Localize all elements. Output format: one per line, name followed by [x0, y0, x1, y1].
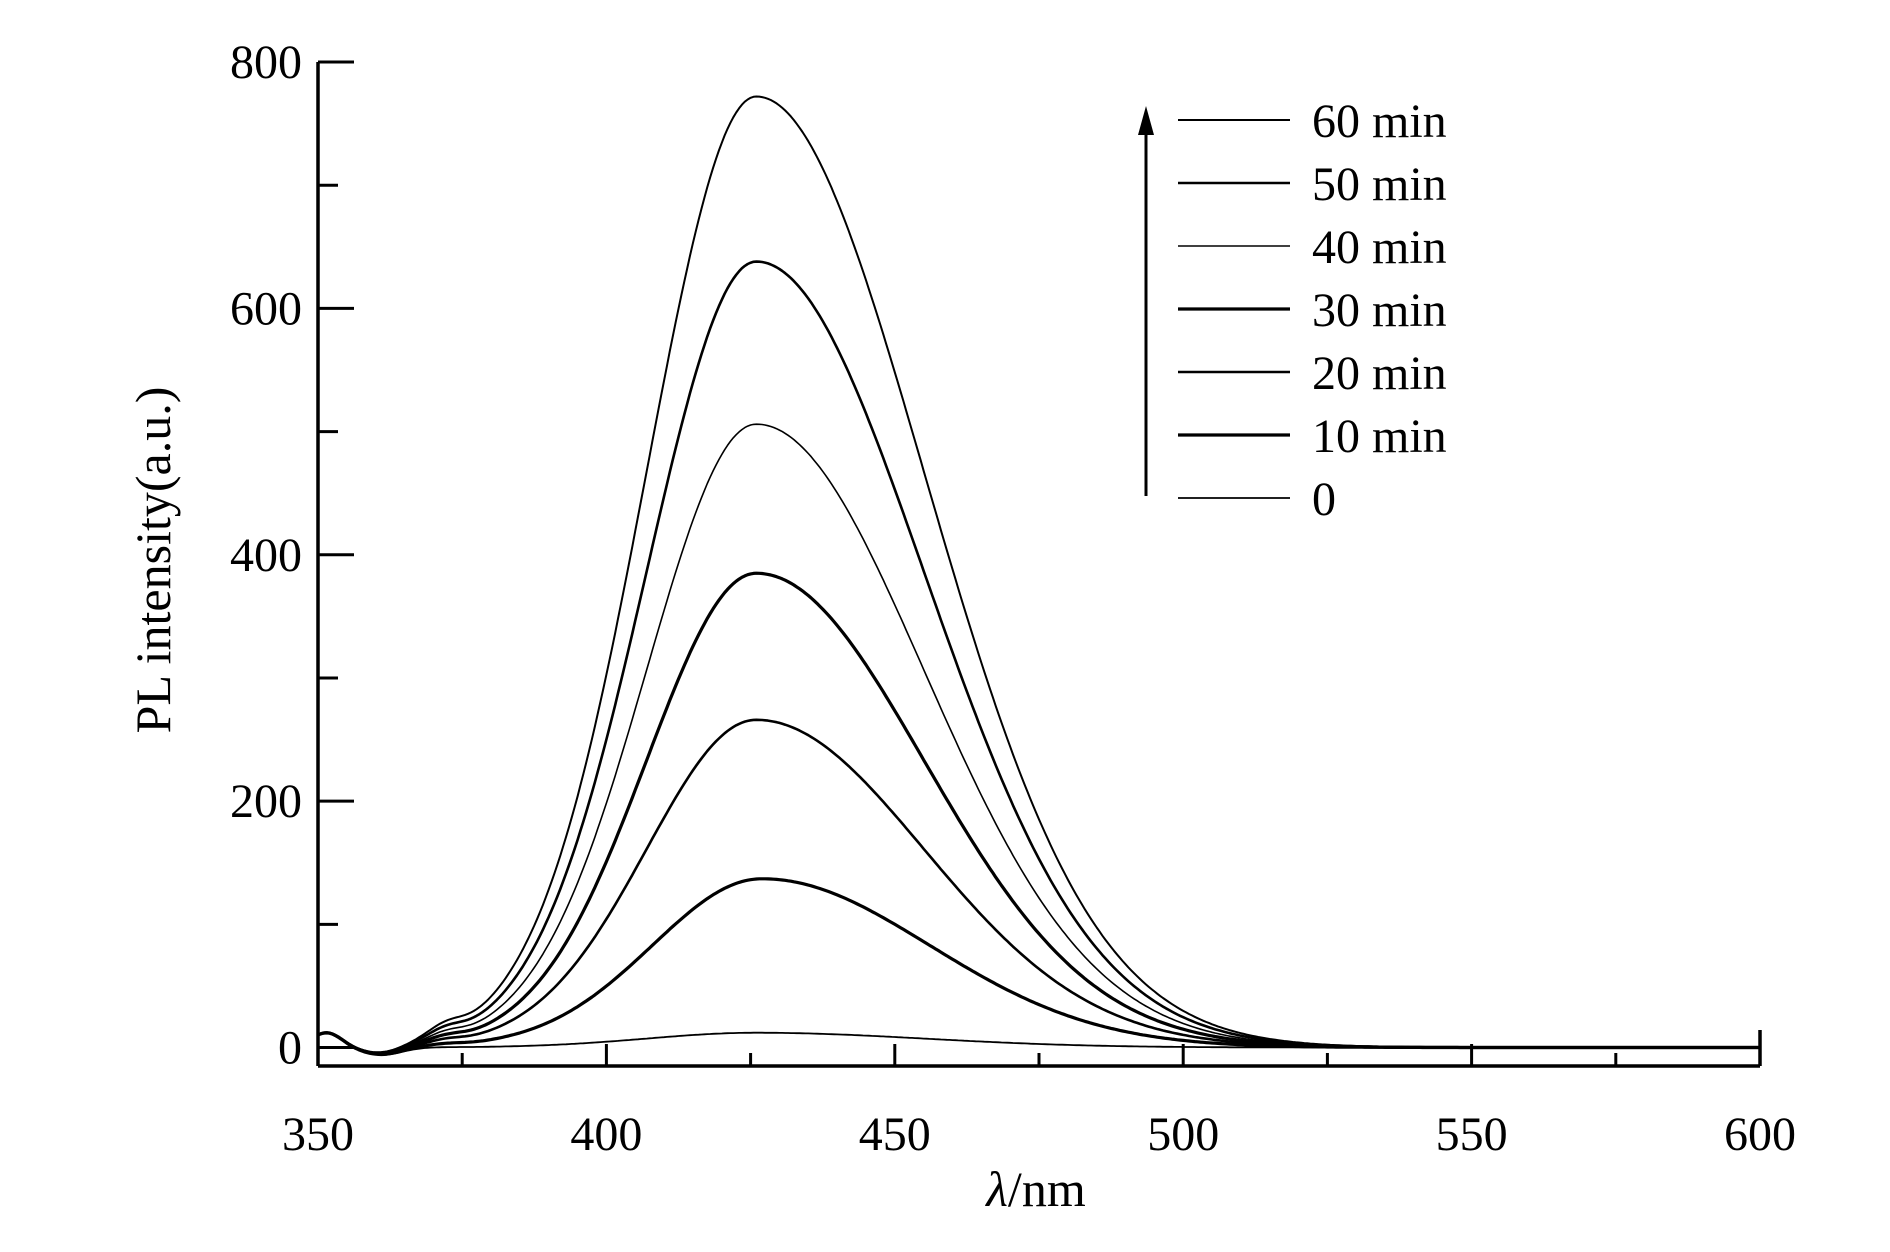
- x-tick-label: 350: [282, 1108, 354, 1161]
- x-tick-label: 450: [859, 1108, 931, 1161]
- legend-label: 40 min: [1312, 221, 1447, 274]
- x-tick-label: 500: [1147, 1108, 1219, 1161]
- x-axis-label-unit: /nm: [1008, 1161, 1086, 1217]
- x-axis-label-symbol: λ: [984, 1161, 1008, 1217]
- y-axis-ticks: 0 200 400 600 800: [230, 36, 354, 1075]
- x-axis-ticks: 350 400 450 500 550 600: [282, 1044, 1796, 1161]
- x-tick-label: 600: [1724, 1108, 1796, 1161]
- legend-label: 0: [1312, 473, 1336, 526]
- series-line-40-min: [317, 423, 1760, 1054]
- series-curves: [317, 95, 1760, 1057]
- series-line-30-min: [317, 571, 1760, 1056]
- y-tick-label: 200: [230, 775, 302, 828]
- legend: 60 min 50 min 40 min 30 min 20 min 10 min 0: [1138, 95, 1447, 526]
- y-tick-label: 400: [230, 529, 302, 582]
- axes: [316, 62, 1762, 1068]
- legend-label: 20 min: [1312, 347, 1447, 400]
- series-line-60-min: [317, 95, 1760, 1054]
- y-tick-label: 800: [230, 36, 302, 89]
- series-line-0: [317, 1031, 1760, 1056]
- x-tick-label: 400: [570, 1108, 642, 1161]
- legend-label: 30 min: [1312, 284, 1447, 337]
- x-tick-label: 550: [1436, 1108, 1508, 1161]
- arrow-up-icon: [1138, 106, 1154, 135]
- x-axis-label: λ/nm: [984, 1161, 1086, 1217]
- y-tick-label: 0: [278, 1022, 302, 1075]
- legend-label: 50 min: [1312, 158, 1447, 211]
- y-tick-label: 600: [230, 282, 302, 335]
- legend-label: 60 min: [1312, 95, 1447, 148]
- legend-label: 10 min: [1312, 410, 1447, 463]
- y-axis-label: PL intensity(a.u.): [125, 387, 181, 734]
